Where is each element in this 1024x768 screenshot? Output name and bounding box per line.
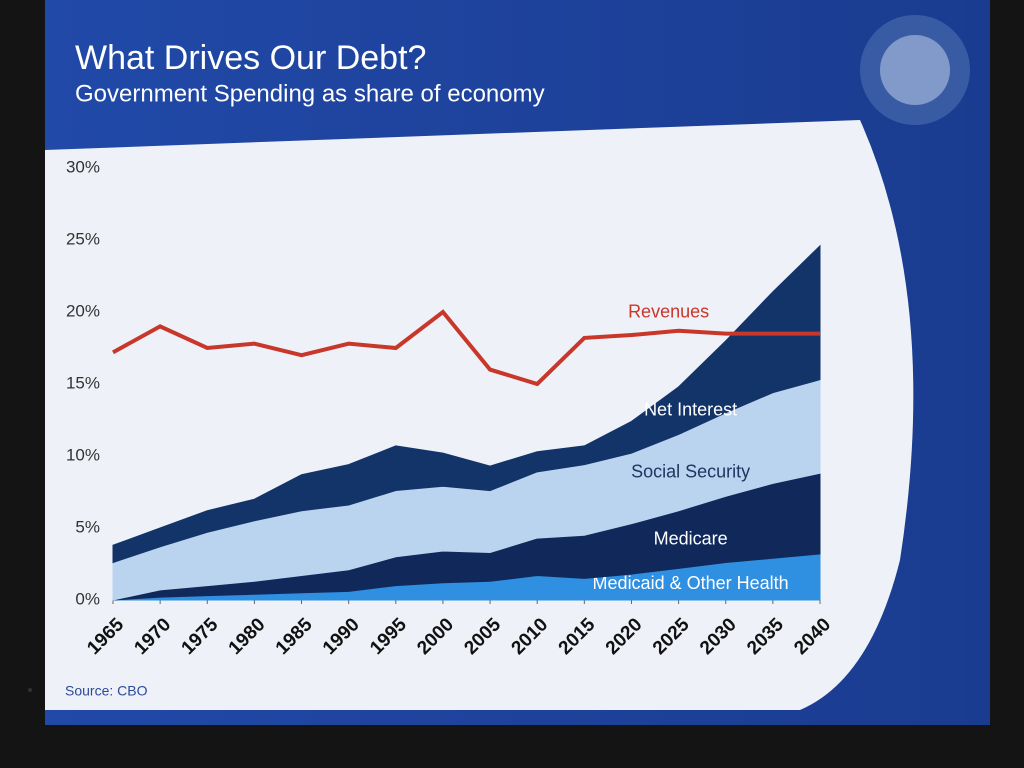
series-label: Social Security — [631, 461, 750, 481]
chart-subtitle: Government Spending as share of economy — [75, 80, 545, 107]
chart-title: What Drives Our Debt? — [75, 39, 426, 77]
revenue-line — [112, 309, 820, 387]
y-tick-label: 25% — [66, 229, 100, 248]
series-label: Net Interest — [644, 399, 737, 419]
y-tick-label: 0% — [75, 589, 100, 608]
plot: 0%5%10%15%20%25%30%1965 1970 1975 1980 1985 1… — [66, 157, 835, 658]
source: Source: CBO — [65, 683, 148, 699]
area — [112, 244, 821, 564]
stethoscope-core — [880, 35, 950, 105]
y-tick-label: 5% — [75, 517, 100, 536]
y-tick-label: 15% — [66, 373, 100, 392]
y-tick-label: 10% — [66, 445, 100, 464]
y-tick-label: 30% — [66, 157, 100, 176]
series-label: Revenues — [628, 301, 709, 321]
y-tick-label: 20% — [66, 301, 100, 320]
series-label: Medicare — [654, 528, 728, 548]
bullet — [28, 688, 32, 692]
series-label: Medicaid & Other Health — [593, 573, 789, 593]
